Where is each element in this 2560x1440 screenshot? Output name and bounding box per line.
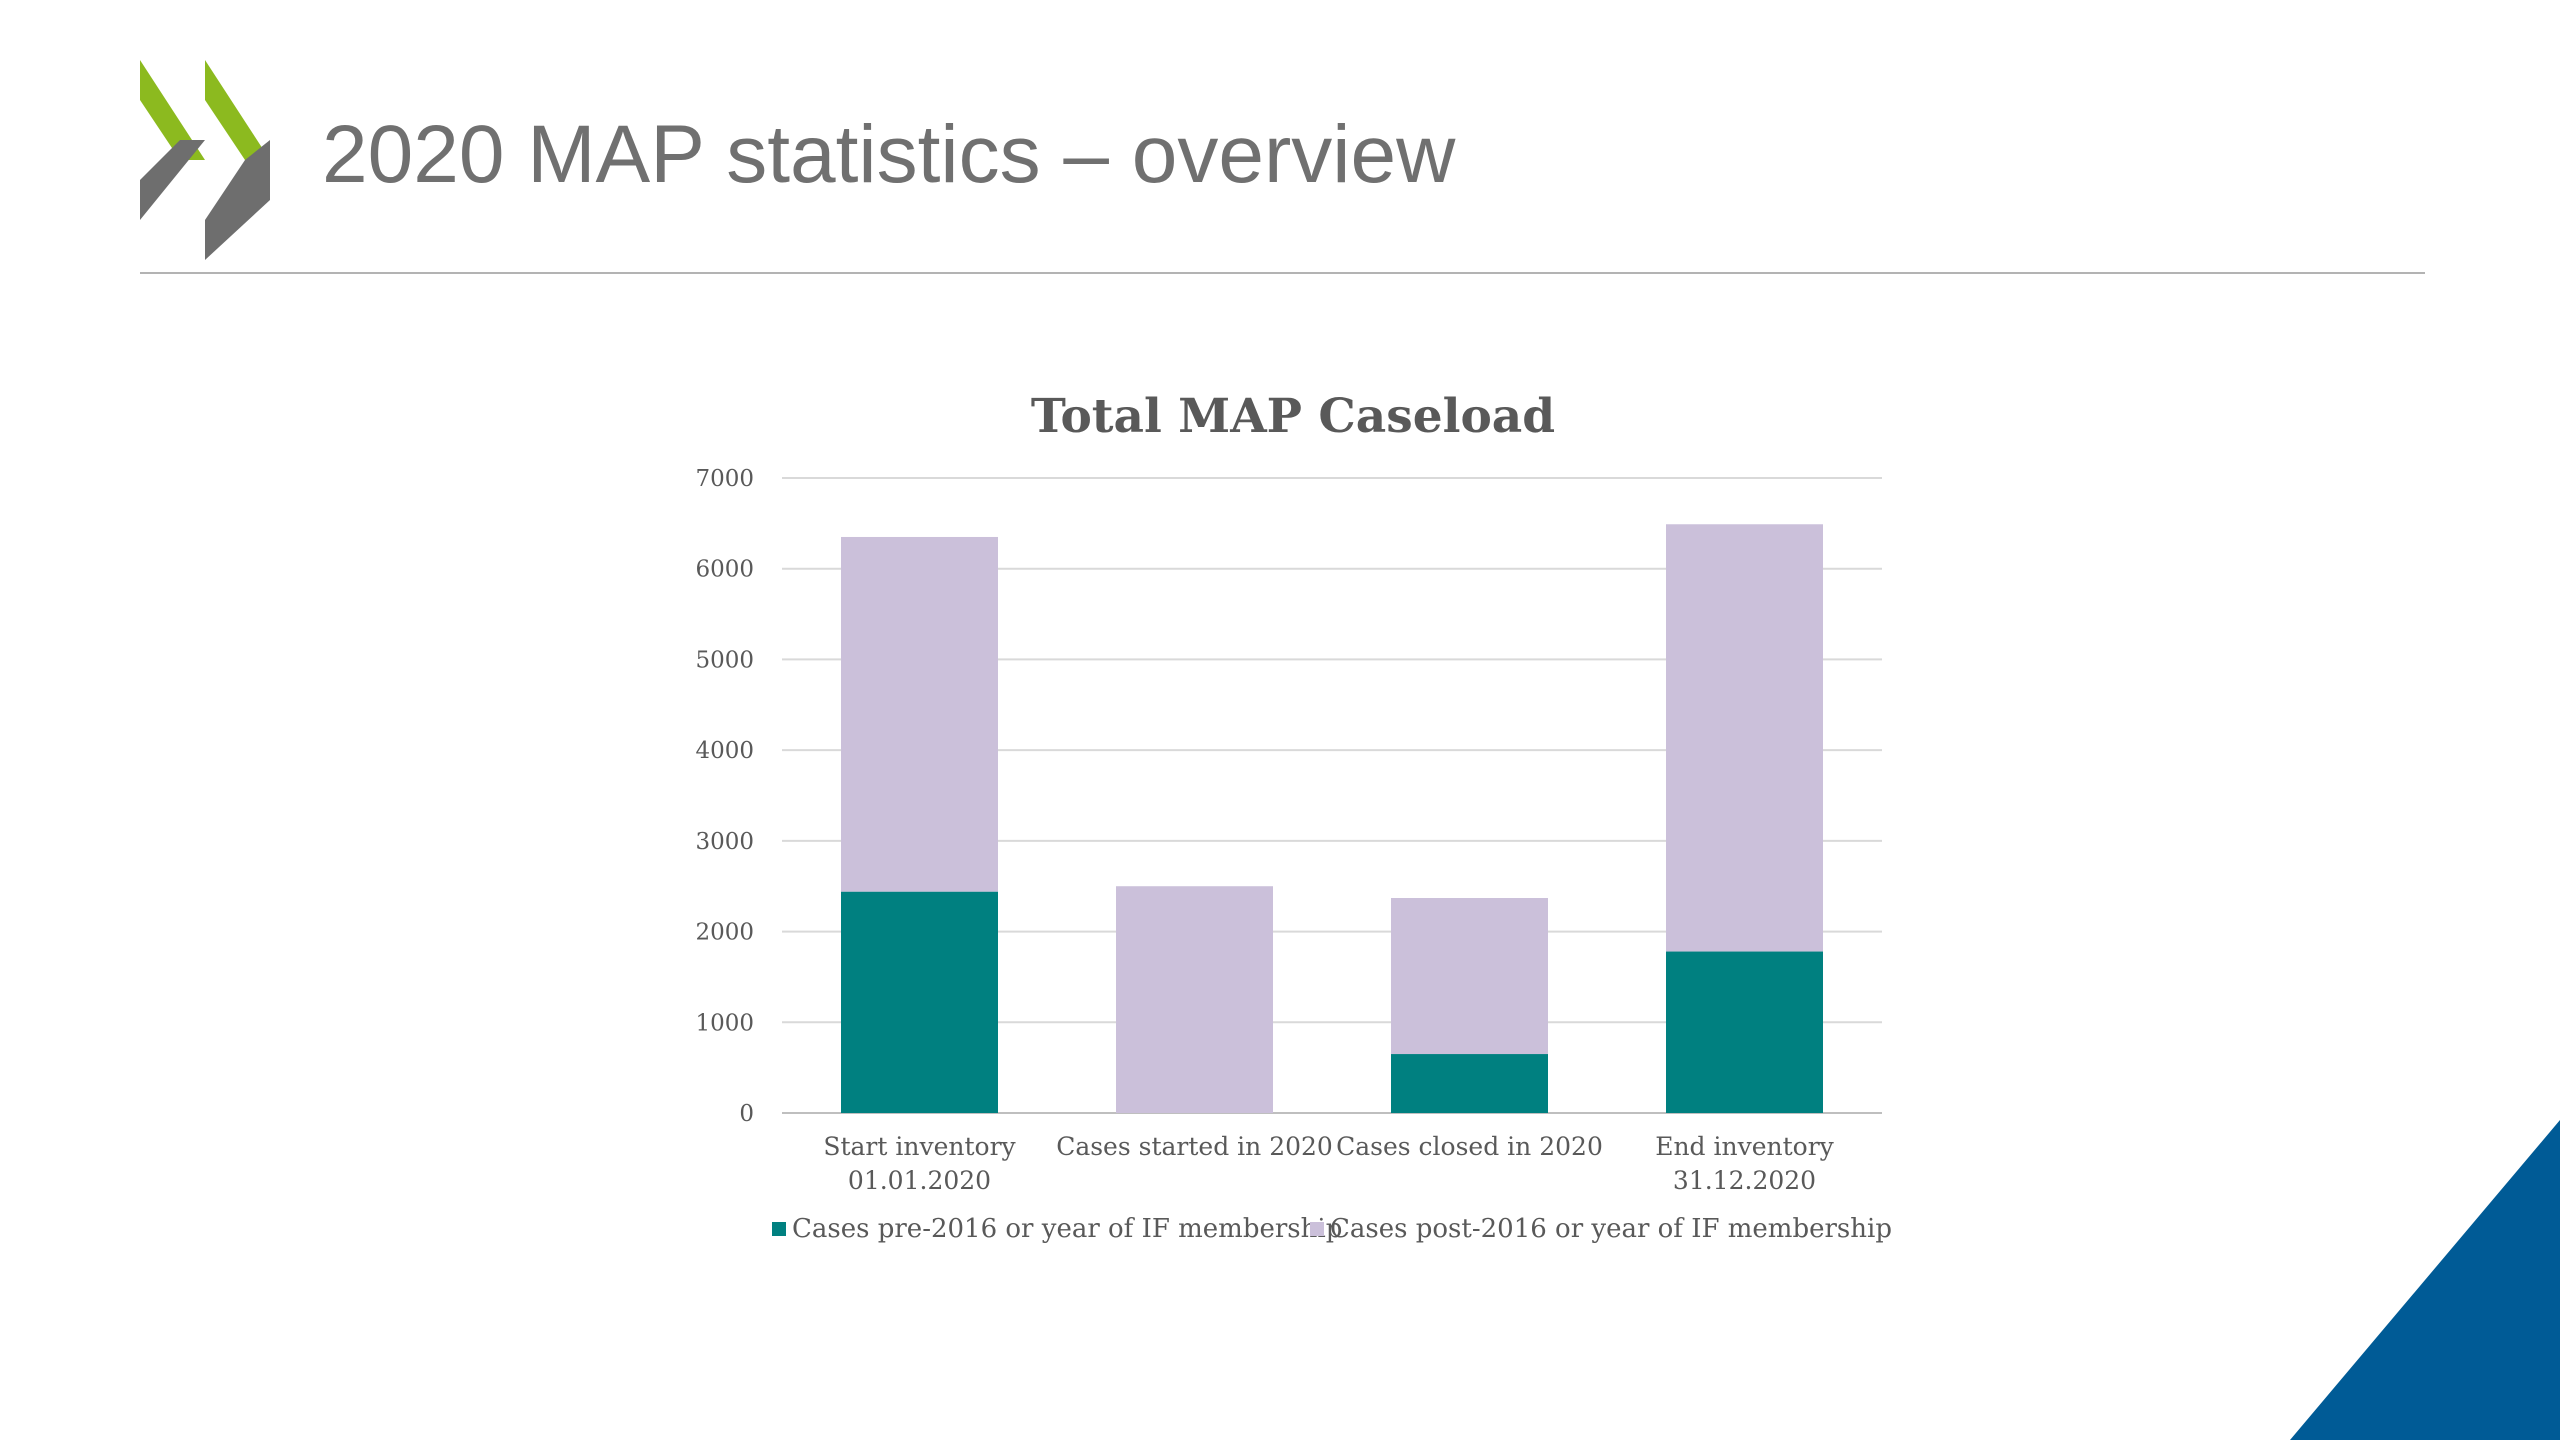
slide-title: 2020 MAP statistics – overview bbox=[322, 109, 1456, 200]
logo-chevron-right-green bbox=[205, 60, 270, 160]
x-tick-label: End inventory 31.12.2020 bbox=[1655, 1132, 1834, 1195]
x-tick-label: Cases closed in 2020 bbox=[1336, 1132, 1603, 1161]
caseload-chart: Total MAP Caseload 0 1000 2000 3000 4000 5000 6… bbox=[695, 389, 1892, 1244]
y-tick-label: 1000 bbox=[695, 1010, 754, 1036]
legend-swatch bbox=[772, 1222, 786, 1236]
logo-chevron-left-green bbox=[140, 60, 205, 160]
bar-segment-post-2016 bbox=[1116, 886, 1273, 1113]
legend-label: Cases post-2016 or year of IF membership bbox=[1330, 1214, 1892, 1244]
chart-title: Total MAP Caseload bbox=[1031, 389, 1555, 444]
y-tick-label: 7000 bbox=[695, 466, 754, 492]
y-tick-label: 0 bbox=[739, 1101, 754, 1127]
y-tick-label: 3000 bbox=[695, 829, 754, 855]
bar-segment-pre-2016 bbox=[1391, 1054, 1548, 1113]
logo-chevron-left-gray bbox=[140, 140, 205, 220]
y-tick-label: 6000 bbox=[695, 557, 754, 583]
bar-segment-pre-2016 bbox=[1666, 951, 1823, 1113]
corner-triangle bbox=[2290, 1120, 2560, 1440]
y-tick-label: 2000 bbox=[695, 920, 754, 946]
oecd-chevron-logo bbox=[140, 60, 270, 260]
bar-segment-pre-2016 bbox=[841, 891, 998, 1113]
logo-chevron-right-gray bbox=[205, 140, 270, 260]
legend-label: Cases pre-2016 or year of IF membership bbox=[792, 1214, 1342, 1244]
x-tick-label: Start inventory 01.01.2020 bbox=[823, 1132, 1016, 1195]
chart-container: Total MAP Caseload 0 1000 2000 3000 4000 5000 6… bbox=[660, 370, 1920, 1270]
y-tick-label: 5000 bbox=[695, 647, 754, 673]
legend-swatch bbox=[1310, 1222, 1324, 1236]
bar-segment-post-2016 bbox=[1666, 524, 1823, 952]
y-tick-label: 4000 bbox=[695, 738, 754, 764]
bar-segment-post-2016 bbox=[1391, 898, 1548, 1055]
title-divider bbox=[140, 272, 2425, 274]
bar-segment-post-2016 bbox=[841, 536, 998, 892]
x-tick-label: Cases started in 2020 bbox=[1056, 1132, 1333, 1161]
